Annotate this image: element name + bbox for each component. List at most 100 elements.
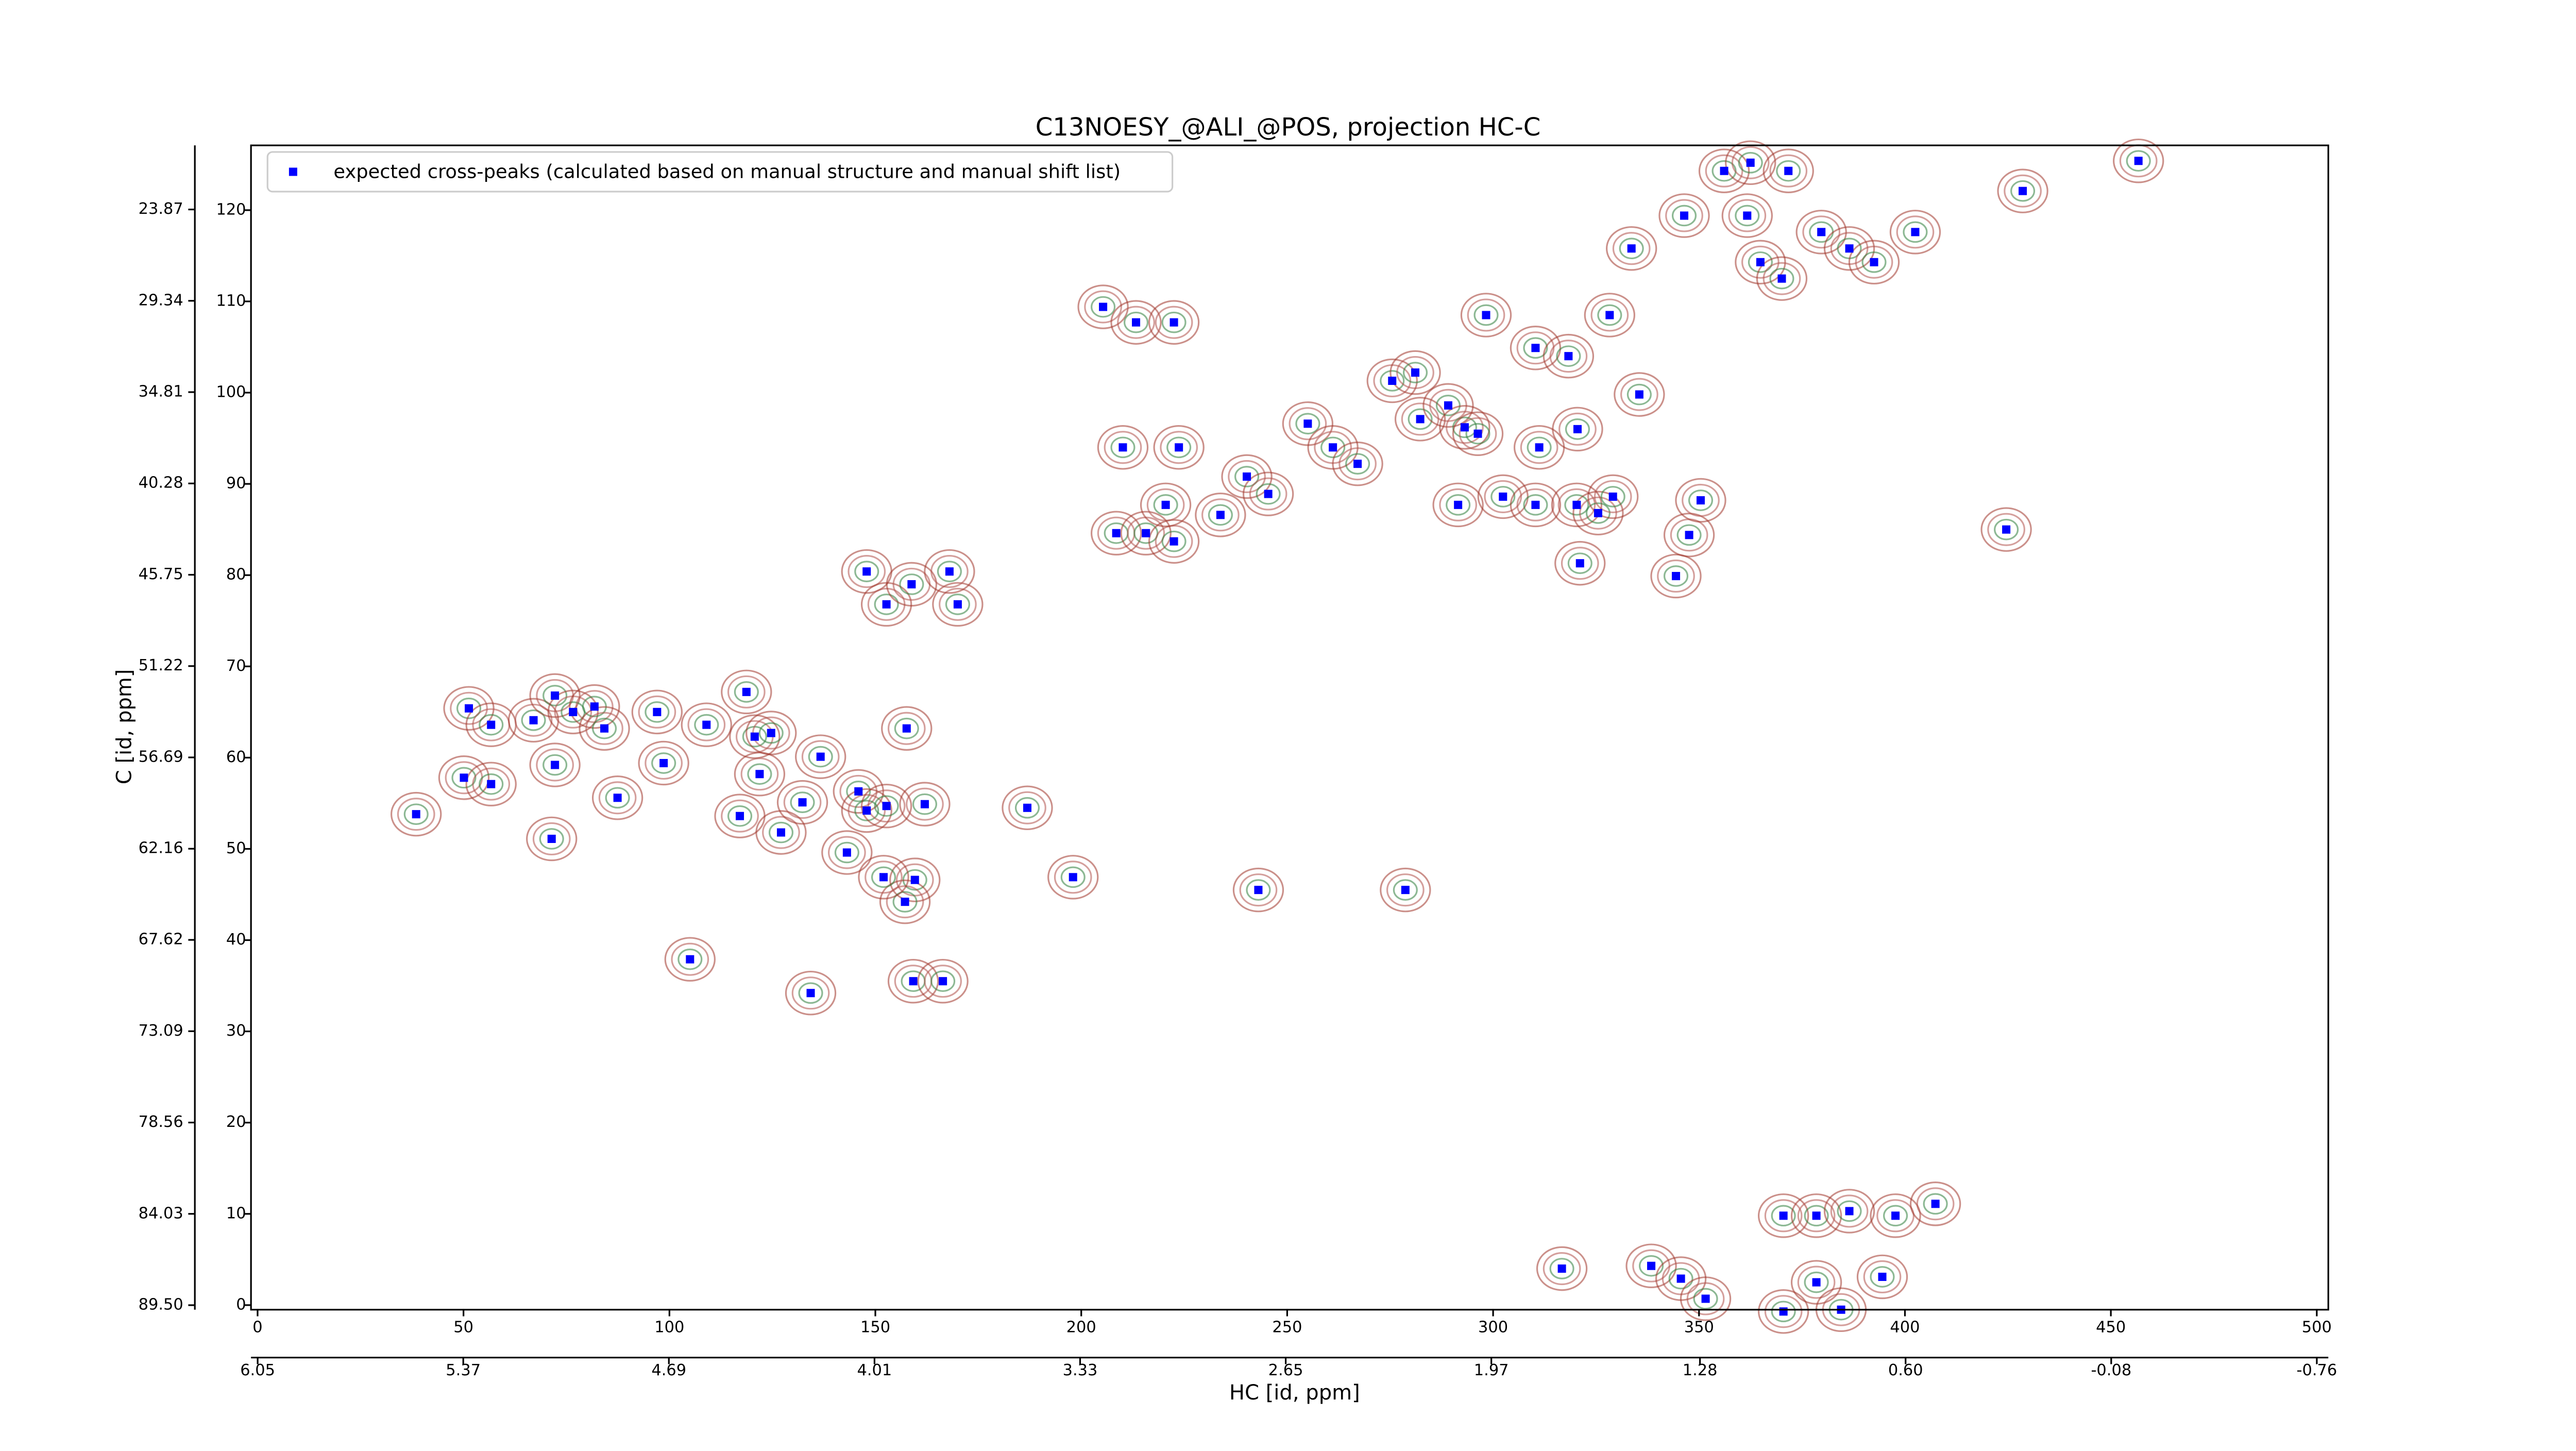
y2-tick-label: 45.75: [139, 565, 183, 583]
contour-ring: [1389, 350, 1441, 395]
y2-tick-label: 23.87: [139, 200, 183, 218]
cross-peak: [1779, 1211, 1788, 1220]
contour-ring: [1688, 490, 1714, 511]
cross-peak: [1701, 1294, 1710, 1303]
contour-ring: [1161, 311, 1187, 333]
cross-peak: [1416, 415, 1425, 424]
x2-tick-label: 0.60: [1888, 1361, 1923, 1379]
contour-ring: [592, 717, 617, 739]
contour-ring: [1155, 306, 1193, 339]
contour-ring: [1597, 304, 1622, 326]
x-axis-label: HC [id, ppm]: [1229, 1381, 1360, 1405]
contour-ring: [881, 706, 933, 751]
contour-ring: [539, 828, 564, 850]
contour-ring: [1520, 431, 1558, 464]
contour-ring: [887, 712, 926, 745]
contour-ring: [854, 800, 879, 821]
contour-ring: [1776, 160, 1801, 182]
y-tick-label: 100: [216, 383, 246, 401]
contour-ring: [945, 594, 970, 615]
y-tick-label: 110: [216, 292, 246, 310]
cross-peak: [1784, 166, 1793, 175]
contour-ring: [451, 767, 477, 789]
x2-tick-label: 5.37: [446, 1361, 481, 1379]
y-tick-label: 50: [226, 839, 246, 857]
contour-ring: [526, 816, 578, 862]
contour-ring: [1682, 483, 1720, 517]
contour-ring: [1014, 797, 1040, 819]
contour-ring: [865, 861, 903, 894]
y2-tick-label: 84.03: [139, 1204, 183, 1222]
contour-ring: [1994, 518, 2019, 541]
contour-ring: [1523, 494, 1548, 516]
cross-peak: [1473, 429, 1482, 438]
contour-ring: [1446, 494, 1471, 516]
cross-peak: [862, 567, 871, 576]
contour-ring: [631, 689, 683, 735]
cross-peak: [1444, 401, 1452, 410]
contour-ring: [1561, 547, 1599, 580]
x2-tick-label: 4.01: [857, 1361, 892, 1379]
contour-ring: [1896, 215, 1935, 249]
y2-tick-label: 89.50: [139, 1295, 183, 1313]
cross-peak: [1353, 460, 1362, 468]
contour-ring: [1473, 304, 1499, 326]
contour-ring: [899, 782, 951, 826]
cross-peak: [1812, 1211, 1821, 1220]
contour-ring: [450, 691, 488, 725]
contour-ring: [887, 958, 939, 1004]
y-tick-label: 20: [226, 1113, 246, 1131]
contour-ring: [721, 799, 759, 833]
contour-ring: [1705, 154, 1743, 188]
contour-ring: [762, 816, 800, 849]
contour-ring: [1140, 482, 1192, 528]
cross-peak: [590, 702, 599, 711]
cross-peak: [750, 732, 759, 741]
cross-peak: [1605, 311, 1614, 319]
cross-peak: [755, 770, 764, 779]
contour-ring: [514, 703, 553, 737]
x-tick-label: 50: [453, 1318, 473, 1336]
cross-peak: [945, 567, 954, 576]
contour-ring: [727, 675, 766, 708]
cross-peak: [1482, 311, 1490, 319]
cross-peak: [736, 812, 744, 820]
cross-peak: [1564, 352, 1573, 361]
contour-ring: [479, 773, 504, 795]
contour-ring: [1460, 293, 1512, 338]
contour-ring: [1465, 423, 1490, 445]
contour-ring: [899, 573, 924, 595]
cross-peak: [776, 828, 785, 837]
contour-ring: [1543, 333, 1595, 379]
contour-ring: [1439, 488, 1478, 521]
x-tick-label: 250: [1272, 1318, 1302, 1336]
cross-peak: [939, 977, 947, 986]
contour-ring: [1804, 1271, 1829, 1293]
contour-ring: [1579, 496, 1617, 530]
contour-ring: [1249, 477, 1287, 511]
cross-peak: [1535, 443, 1544, 452]
x-tick-label: 500: [2302, 1318, 2332, 1336]
contour-ring: [867, 789, 906, 823]
cross-peak: [1069, 873, 1077, 882]
cross-peak: [1672, 571, 1681, 580]
contour-ring: [1232, 867, 1284, 913]
contour-ring: [687, 708, 726, 741]
cross-peak: [1161, 500, 1170, 509]
contour-ring: [1625, 1243, 1677, 1289]
y2-tick-label: 29.34: [139, 291, 183, 309]
contour-ring: [638, 695, 676, 729]
contour-ring: [894, 717, 919, 739]
contour-ring: [547, 689, 599, 735]
contour-ring: [1117, 306, 1155, 339]
contour-ring: [755, 810, 807, 855]
cross-peak: [1777, 274, 1786, 283]
contour-ring: [1764, 1295, 1803, 1328]
contour-ring: [1047, 855, 1099, 900]
legend: expected cross-peaks (calculated based o…: [266, 151, 1174, 193]
contour-ring: [645, 746, 683, 780]
contour-ring: [1432, 482, 1484, 528]
contour-ring: [886, 562, 938, 607]
contour-ring: [1861, 251, 1887, 273]
contour-ring: [783, 786, 822, 819]
